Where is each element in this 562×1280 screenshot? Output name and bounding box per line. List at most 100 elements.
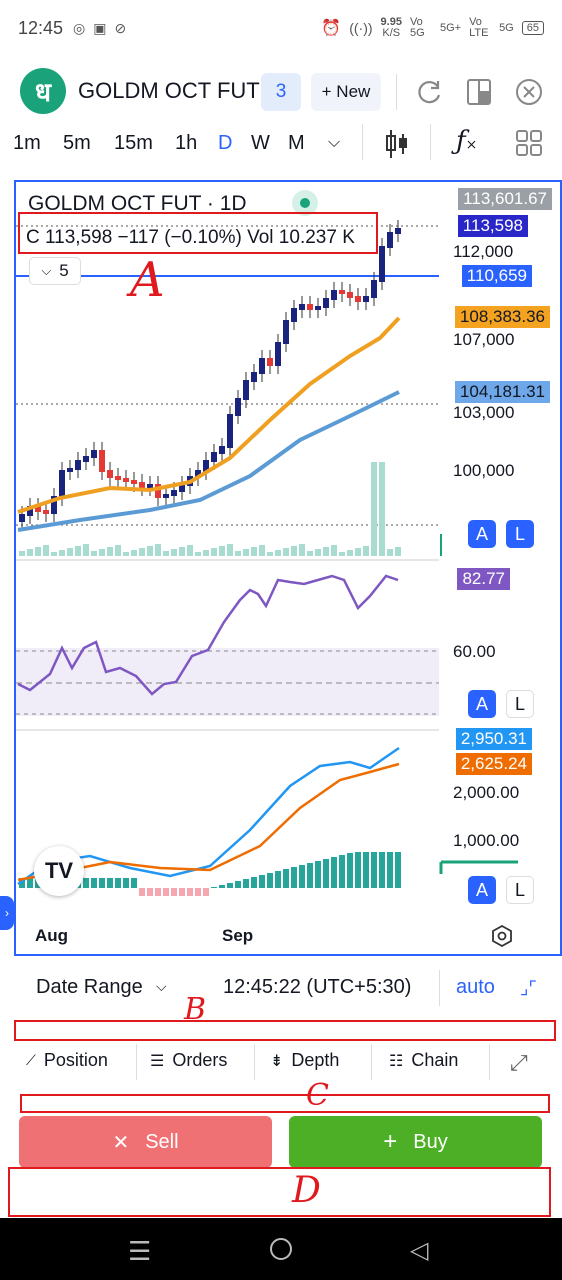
volume-bar: [259, 545, 265, 556]
macd-histogram-bar: [123, 878, 129, 888]
toolbar-divider: [136, 1044, 137, 1080]
candle-body: [59, 470, 65, 498]
tf-1m[interactable]: 1m: [13, 132, 41, 154]
auto-scale-button[interactable]: auto: [456, 976, 495, 998]
macd-histogram-bar: [163, 888, 169, 896]
chart-area[interactable]: [14, 180, 562, 956]
macd-histogram-bar: [227, 883, 233, 888]
new-button[interactable]: + New: [311, 73, 381, 111]
volume-bar: [171, 549, 177, 556]
macd-histogram-bar: [99, 878, 105, 888]
candle-body: [299, 304, 305, 310]
candles-icon[interactable]: [384, 128, 410, 165]
tf-15m[interactable]: 15m: [114, 132, 153, 154]
tf-m[interactable]: M: [288, 132, 305, 154]
templates-icon[interactable]: [514, 128, 544, 163]
depth-tab[interactable]: ⇟ Depth: [270, 1050, 339, 1071]
macd-histogram-bar: [251, 877, 257, 888]
candle-body: [51, 496, 57, 514]
tf-1h[interactable]: 1h: [175, 132, 198, 154]
alert-button-rsi[interactable]: A: [468, 690, 496, 718]
signal-line: [17, 762, 400, 882]
macd-tick-1000: 1,000.00: [453, 831, 520, 850]
recents-icon[interactable]: ☰: [128, 1236, 152, 1266]
ema-slow-line: [17, 390, 400, 532]
macd-histogram-bar: [187, 888, 193, 896]
candle-body: [395, 228, 401, 234]
chain-label: Chain: [411, 1050, 459, 1070]
buy-button[interactable]: + Buy: [289, 1116, 542, 1168]
refresh-icon[interactable]: [409, 72, 449, 112]
chart-clock: 12:45:22 (UTC+5:30): [223, 976, 412, 998]
indicator-collapse-button[interactable]: ⌵ 5: [29, 257, 81, 285]
depth-icon: ⇟: [270, 1052, 284, 1070]
macd-histogram-bar: [155, 888, 161, 896]
home-icon[interactable]: [270, 1238, 292, 1260]
date-range-button[interactable]: Date Range: [36, 976, 143, 998]
log-button-macd[interactable]: L: [506, 876, 534, 904]
symbol-name[interactable]: GOLDM OCT FUT: [78, 78, 260, 103]
tf-5m[interactable]: 5m: [63, 132, 91, 154]
watchlist-count-badge[interactable]: 3: [261, 73, 301, 111]
candle-body: [363, 296, 369, 302]
trade-arrow-icon[interactable]: ⤢: [510, 1050, 528, 1075]
chevron-down-icon[interactable]: ⌵: [328, 134, 341, 151]
macd-histogram-bar: [299, 865, 305, 888]
orders-icon: ☰: [150, 1052, 165, 1070]
volume-bar: [75, 546, 81, 556]
back-icon[interactable]: ◁: [410, 1237, 429, 1264]
close-icon[interactable]: [509, 72, 549, 112]
log-button-price[interactable]: L: [506, 520, 534, 548]
candle-body: [115, 476, 121, 480]
annotation-label-d: D: [292, 1170, 321, 1211]
volume-bar: [51, 552, 57, 556]
side-drawer-handle[interactable]: ›: [0, 896, 14, 930]
candle-body: [27, 506, 33, 516]
price-label-ema-slow: 104,181.31: [454, 381, 550, 403]
tf-divider: [362, 124, 363, 160]
macd-histogram-bar: [203, 888, 209, 896]
macd-histogram-bar: [315, 861, 321, 888]
sell-button[interactable]: ✕ Sell: [19, 1116, 272, 1168]
rsi-band: [16, 648, 439, 716]
log-button-rsi[interactable]: L: [506, 690, 534, 718]
chain-tab[interactable]: ☷ Chain: [389, 1050, 458, 1071]
volume-bar: [187, 545, 193, 556]
macd-histogram-bar: [355, 852, 361, 888]
volume-bar: [115, 545, 121, 556]
candle-body: [179, 484, 185, 492]
alert-button-price[interactable]: A: [468, 520, 496, 548]
chart-title: GOLDM OCT FUT · 1D: [28, 192, 247, 215]
notification-icons: ◎ ▣ ⊘: [73, 20, 126, 37]
candle-body: [155, 484, 161, 498]
alert-button-macd[interactable]: A: [468, 876, 496, 904]
candle-body: [243, 380, 249, 400]
tf-d[interactable]: D: [218, 132, 233, 154]
ohlc-readout: C 113,598 −117 (−0.10%) Vol 10.237 K: [26, 227, 355, 248]
macd-histogram-bar: [371, 852, 377, 888]
candle-body: [211, 452, 217, 462]
toolbar-divider: [489, 1044, 490, 1080]
layout-icon[interactable]: [459, 72, 499, 112]
macd-histogram-bar: [339, 855, 345, 888]
candle-body: [307, 304, 313, 310]
tradingview-logo[interactable]: TV: [34, 846, 84, 896]
candle-body: [251, 372, 257, 382]
expand-icon[interactable]: ⌟⌜: [520, 978, 537, 998]
candle-body: [75, 460, 81, 470]
macd-histogram-bar: [267, 873, 273, 888]
annotation-box-b: [14, 1020, 556, 1041]
settings-icon[interactable]: [490, 924, 514, 953]
macd-histogram-bar: [235, 881, 241, 888]
orders-tab[interactable]: ☰ Orders: [150, 1050, 227, 1071]
position-tab[interactable]: ⟋ Position: [26, 1050, 108, 1071]
candle-body: [387, 232, 393, 248]
macd-histogram-bar: [171, 888, 177, 896]
candle-body: [331, 290, 337, 300]
indicators-icon[interactable]: ƒ×: [456, 126, 478, 156]
volume-bar: [131, 550, 137, 556]
volume-bar: [251, 547, 257, 556]
tf-w[interactable]: W: [251, 132, 270, 154]
macd-histogram-bar: [259, 875, 265, 888]
volume-bar: [363, 546, 369, 556]
